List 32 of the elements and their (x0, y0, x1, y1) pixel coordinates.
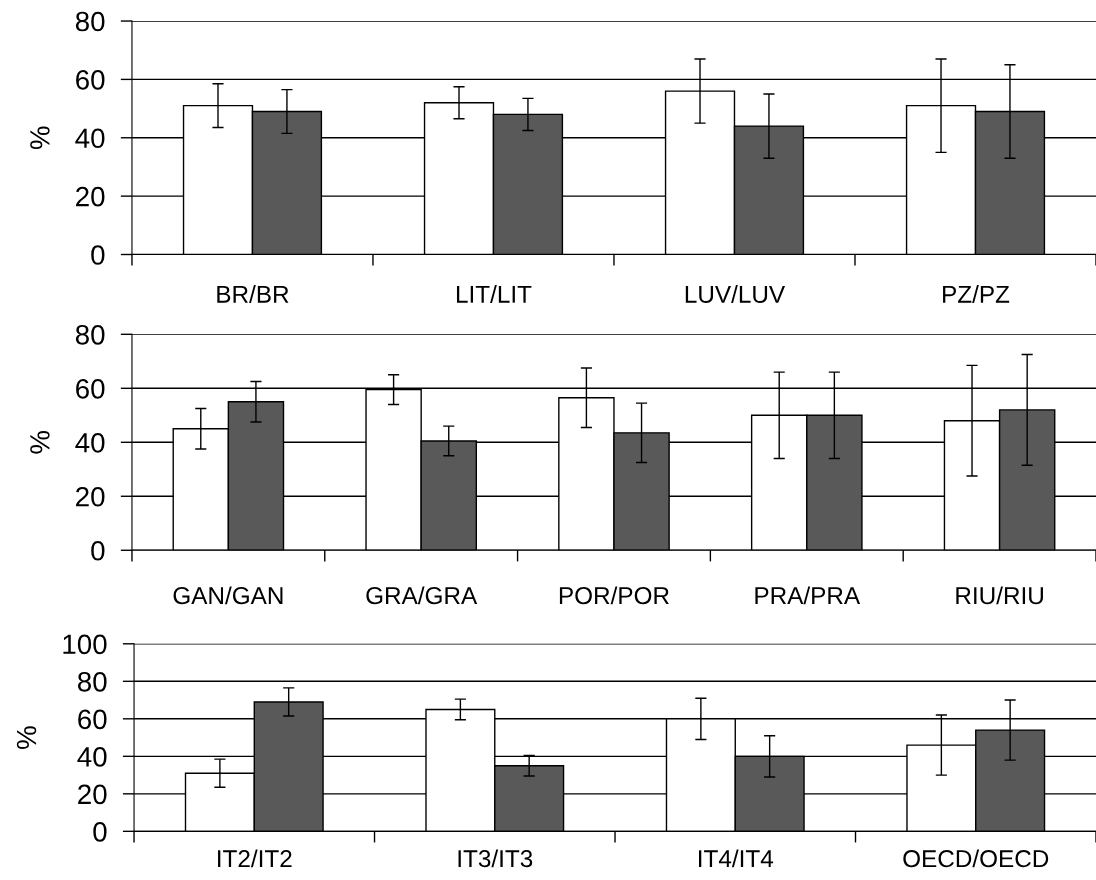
y-tick-label: 0 (93, 822, 107, 842)
y-tick-label: 60 (78, 709, 107, 730)
y-axis-title: % (30, 126, 50, 150)
y-tick-label: 20 (78, 784, 107, 805)
x-tick-label: LUV/LUV (685, 285, 786, 303)
y-tick-label: 20 (76, 486, 105, 507)
x-tick-label: PZ/PZ (943, 285, 1010, 303)
y-tick-label: 0 (91, 245, 105, 265)
x-tick-label: LIT/LIT (456, 285, 532, 303)
y-tick-label: 40 (77, 746, 107, 767)
x-tick-label: IT4/IT4 (699, 849, 774, 868)
x-tick-label: IT3/IT3 (458, 849, 533, 868)
x-tick-label: RIU/RIU (956, 586, 1043, 605)
y-tick-label: 40 (75, 432, 105, 453)
y-axis-title: % (16, 726, 37, 749)
y-tick-label: 20 (76, 186, 105, 207)
y-tick-label: 60 (76, 70, 105, 90)
x-tick-label: IT2/IT2 (218, 849, 292, 868)
x-tick-label: POR/POR (559, 586, 669, 605)
y-tick-label: 80 (77, 671, 107, 692)
y-tick-label: 100 (63, 634, 107, 655)
y-tick-label: 40 (75, 128, 105, 149)
y-tick-label: 80 (75, 11, 105, 32)
y-axis-title: % (30, 430, 50, 454)
x-tick-label: OECD/OECD (903, 849, 1049, 868)
x-tick-label: GRA/GRA (366, 586, 478, 605)
y-tick-label: 60 (76, 378, 105, 399)
y-tick-label: 0 (91, 540, 105, 561)
x-tick-label: BR/BR (217, 285, 289, 303)
x-tick-label: PRA/PRA (755, 586, 861, 605)
x-tick-label: GAN/GAN (173, 586, 283, 605)
y-tick-label: 80 (75, 324, 105, 345)
